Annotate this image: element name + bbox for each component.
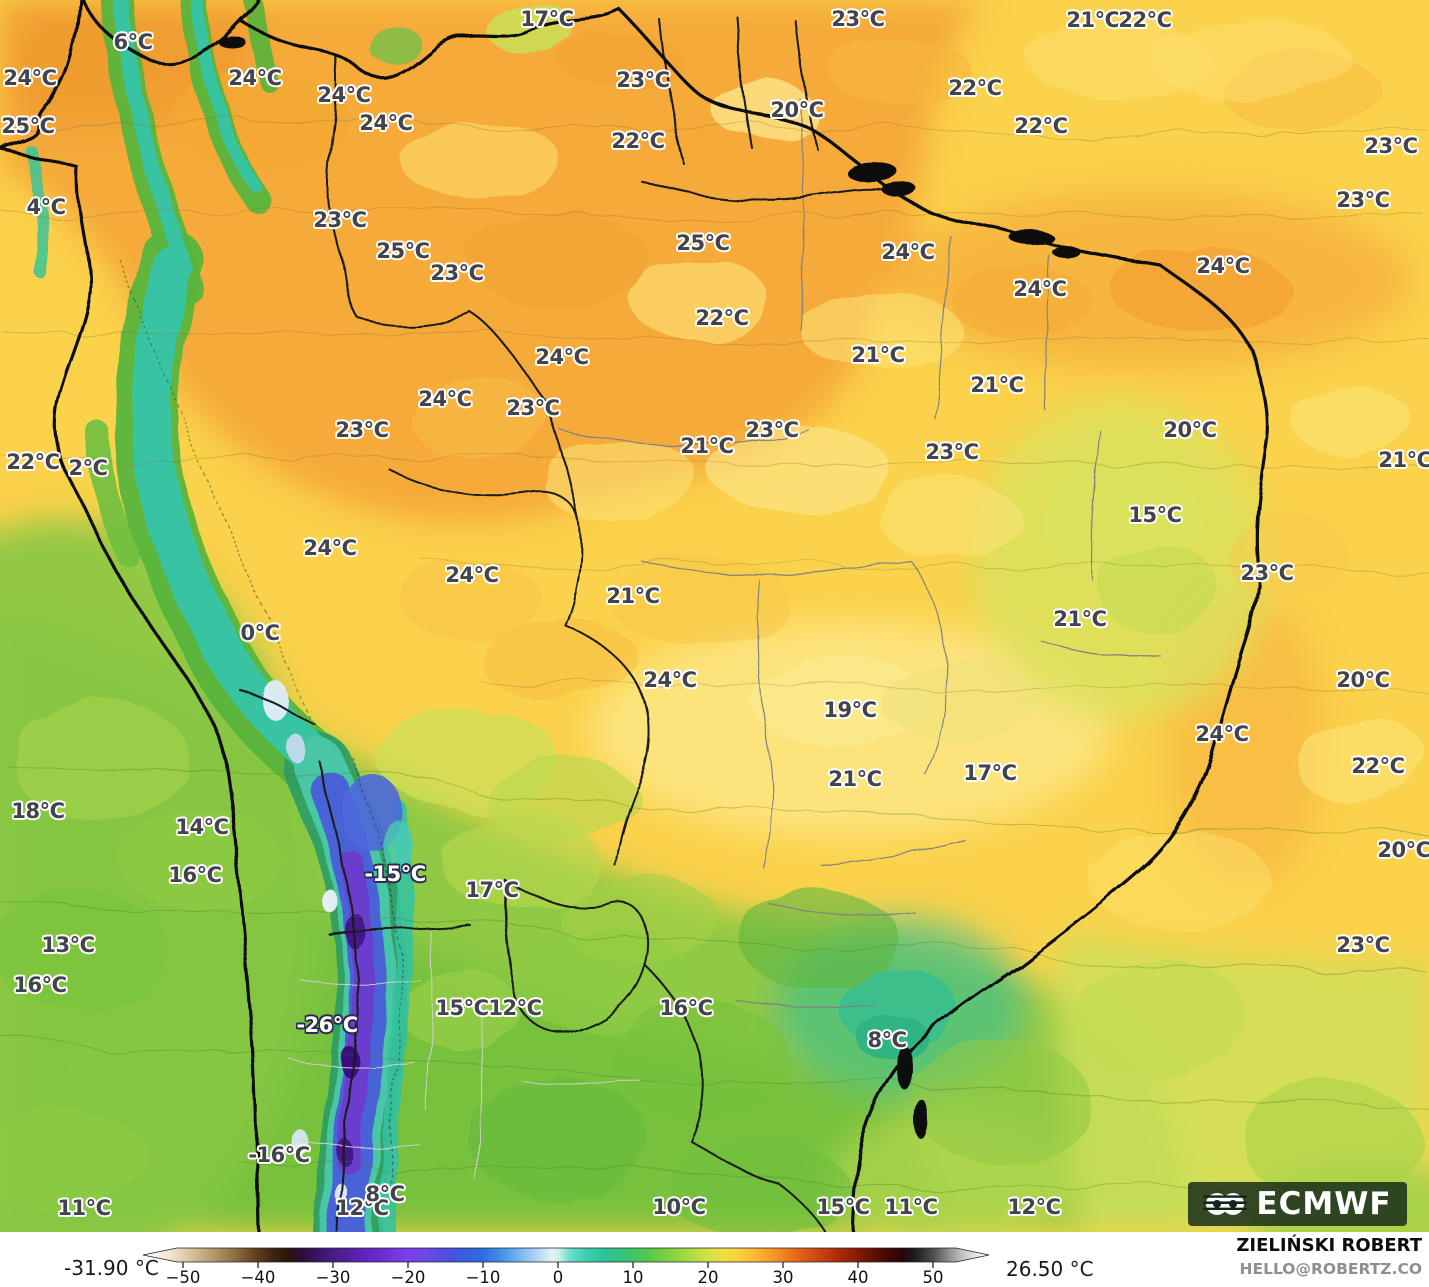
country-borders [239, 14, 906, 1232]
colorbar-ticks: −50 −40 −30 −20 −10 0 10 20 30 40 50 [166, 1262, 944, 1287]
state-borders [559, 97, 1161, 1009]
coastline [0, 0, 1271, 1232]
colorbar: −50 −40 −30 −20 −10 0 10 20 30 40 50 [142, 1247, 990, 1287]
credit-email: HELLO@ROBERTZ.CO [1239, 1260, 1422, 1278]
colorbar-tick-label: −10 [466, 1268, 501, 1287]
colorbar-tick-label: 20 [698, 1268, 719, 1287]
colorbar-tick-label: −40 [241, 1268, 276, 1287]
min-temp-label: -31.90 °C [64, 1256, 159, 1280]
temperature-map: 24°C 6°C 24°C 24°C 24°C 25°C 17°C 23°C 22°C 20°C 2… [0, 0, 1429, 1234]
colorbar-tick-label: −20 [391, 1268, 426, 1287]
ecmwf-logo-icon [1203, 1193, 1248, 1215]
water-features [218, 36, 1080, 1140]
ecmwf-logo: ECMWF [1188, 1182, 1407, 1226]
max-temp-label: 26.50 °C [1006, 1257, 1094, 1281]
colorbar-footer: −50 −40 −30 −20 −10 0 10 20 30 40 50 -31.90 °C 26.… [0, 1232, 1429, 1287]
ecmwf-logo-text: ECMWF [1256, 1186, 1392, 1222]
colorbar-tick-label: −50 [166, 1268, 201, 1287]
colorbar-tick-label: −30 [316, 1268, 351, 1287]
field-patches [0, 4, 1429, 1232]
map-canvas [0, 0, 1429, 1232]
colorbar-tick-label: 10 [623, 1268, 644, 1287]
colorbar-tick-label: 50 [923, 1268, 944, 1287]
colorbar-tick-label: 0 [553, 1268, 564, 1287]
credit-name: ZIELIŃSKI ROBERT [1236, 1235, 1422, 1256]
colorbar-tick-label: 40 [848, 1268, 869, 1287]
colorbar-gradient-bar [142, 1247, 990, 1263]
colorbar-tick-label: 30 [773, 1268, 794, 1287]
